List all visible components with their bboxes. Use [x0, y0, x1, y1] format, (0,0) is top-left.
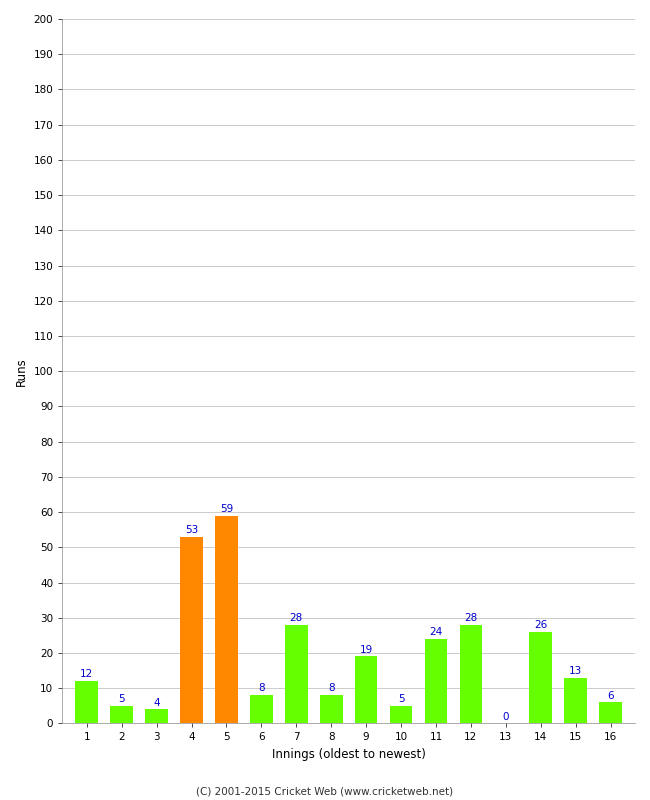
- Bar: [250, 695, 273, 723]
- Text: 53: 53: [185, 525, 198, 535]
- Bar: [111, 706, 133, 723]
- Text: 59: 59: [220, 504, 233, 514]
- Text: 4: 4: [153, 698, 160, 707]
- Bar: [460, 625, 482, 723]
- Bar: [390, 706, 412, 723]
- Bar: [215, 516, 238, 723]
- Bar: [564, 678, 587, 723]
- Text: 28: 28: [290, 613, 303, 623]
- Text: 8: 8: [328, 683, 335, 694]
- Text: 13: 13: [569, 666, 582, 676]
- Bar: [180, 537, 203, 723]
- Bar: [285, 625, 307, 723]
- Y-axis label: Runs: Runs: [15, 357, 28, 386]
- Text: 12: 12: [80, 670, 94, 679]
- X-axis label: Innings (oldest to newest): Innings (oldest to newest): [272, 748, 426, 761]
- Bar: [145, 710, 168, 723]
- Bar: [355, 657, 378, 723]
- Bar: [529, 632, 552, 723]
- Text: 0: 0: [502, 712, 509, 722]
- Text: 5: 5: [398, 694, 404, 704]
- Bar: [75, 681, 98, 723]
- Text: 19: 19: [359, 645, 372, 654]
- Text: 6: 6: [607, 690, 614, 701]
- Bar: [599, 702, 622, 723]
- Bar: [424, 639, 447, 723]
- Text: 26: 26: [534, 620, 547, 630]
- Text: 28: 28: [464, 613, 478, 623]
- Text: 5: 5: [118, 694, 125, 704]
- Text: (C) 2001-2015 Cricket Web (www.cricketweb.net): (C) 2001-2015 Cricket Web (www.cricketwe…: [196, 786, 454, 796]
- Text: 24: 24: [430, 627, 443, 637]
- Text: 8: 8: [258, 683, 265, 694]
- Bar: [320, 695, 343, 723]
